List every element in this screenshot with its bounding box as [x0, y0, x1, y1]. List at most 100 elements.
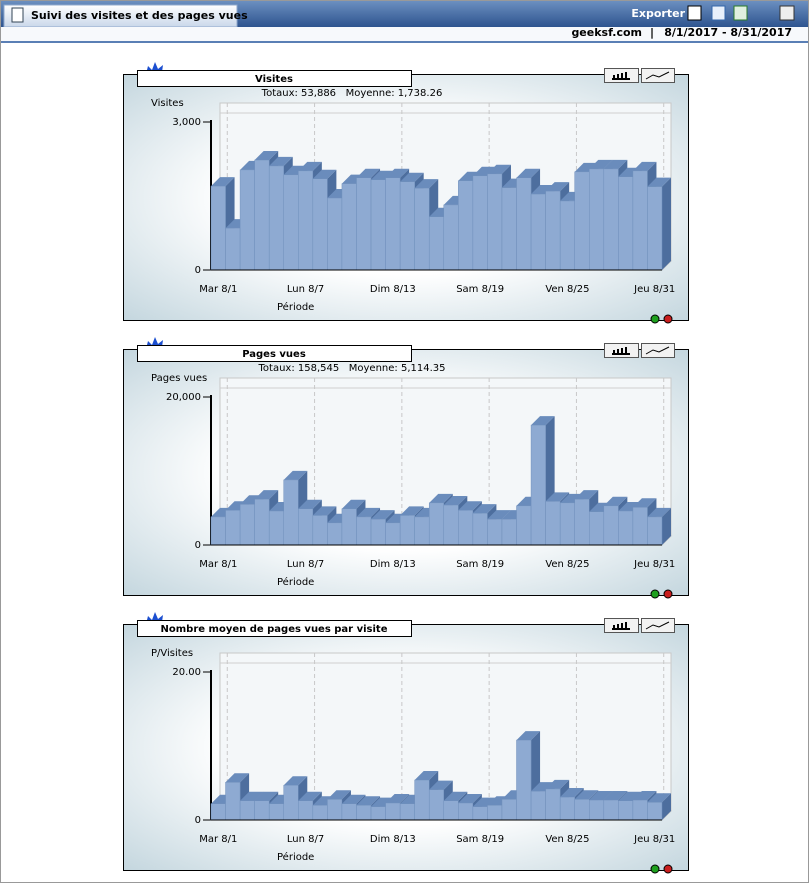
- bar-top: [240, 791, 264, 801]
- bar-front: [399, 181, 415, 271]
- bar-icon: [612, 72, 630, 80]
- x-tick-label: Dim 8/13: [370, 284, 416, 295]
- bar-front: [341, 508, 357, 546]
- bar-top: [312, 169, 337, 179]
- bar-top: [414, 179, 439, 189]
- line-view-button[interactable]: [641, 618, 675, 633]
- bar-top: [574, 790, 599, 800]
- bar-top: [356, 507, 381, 517]
- y-tick-label: 0: [195, 265, 201, 276]
- line-view-button[interactable]: [641, 343, 675, 358]
- bar-front: [545, 501, 561, 546]
- bar-front: [268, 165, 284, 271]
- bar-front: [472, 806, 488, 821]
- x-tick-label: Jeu 8/31: [633, 559, 675, 570]
- bar-front: [487, 173, 503, 271]
- line-view-button[interactable]: [641, 68, 675, 83]
- bar-front: [501, 518, 517, 546]
- bar-front: [472, 175, 488, 271]
- bar-front: [559, 200, 575, 271]
- title-box: [137, 345, 412, 362]
- bar-front: [298, 800, 314, 821]
- bar-top: [632, 791, 657, 801]
- bar-front: [559, 796, 575, 821]
- bar-top: [269, 156, 293, 166]
- print-icon[interactable]: [779, 5, 795, 21]
- bar-front: [458, 180, 474, 271]
- x-axis-label: Période: [277, 851, 314, 863]
- site-name: geeksf.com: [571, 26, 642, 39]
- x-tick-label: Sam 8/19: [456, 284, 504, 295]
- bar-front: [370, 518, 386, 546]
- bar-front: [327, 197, 343, 271]
- bar-top: [487, 510, 511, 520]
- chart-title: Nombre moyen de pages vues par visite: [161, 624, 388, 635]
- bar-top: [472, 166, 497, 176]
- bar-front: [632, 507, 648, 546]
- export-html-icon[interactable]: [711, 5, 726, 21]
- bar-front: [356, 804, 372, 821]
- bar-front: [225, 509, 241, 546]
- bar-front: [487, 804, 503, 821]
- bar-front: [225, 227, 241, 271]
- x-tick-label: Mar 8/1: [199, 284, 237, 295]
- bar-front: [487, 518, 503, 546]
- separator: |: [650, 26, 654, 39]
- bar-front: [458, 509, 474, 546]
- y-tick-label: 0: [195, 540, 201, 551]
- bar-front: [370, 806, 386, 821]
- export-excel-icon[interactable]: [733, 5, 748, 21]
- bar-top: [560, 788, 584, 798]
- bar-front: [283, 784, 299, 821]
- bar-front: [647, 186, 663, 271]
- bar-top: [356, 796, 381, 806]
- bar-front: [618, 800, 634, 821]
- bar-top: [283, 776, 308, 786]
- bar-front: [341, 803, 357, 821]
- x-tick-label: Lun 8/7: [287, 559, 324, 570]
- title-box: [137, 70, 412, 87]
- bar-front: [225, 782, 241, 821]
- bar-front: [545, 788, 561, 821]
- bar-front: [283, 479, 299, 546]
- bar-front: [356, 177, 372, 271]
- bar-front: [312, 515, 328, 546]
- bar-front: [399, 803, 415, 821]
- bar-front: [370, 179, 386, 271]
- export-label[interactable]: Exporter: [631, 7, 685, 20]
- line-icon: [645, 71, 670, 80]
- chart-title: Visites: [255, 74, 293, 85]
- bar-top: [487, 164, 511, 174]
- bar-front: [516, 739, 532, 821]
- bar-top: [385, 793, 410, 803]
- export-text-icon[interactable]: [687, 5, 702, 21]
- bar-front: [312, 178, 328, 271]
- bar-top: [516, 731, 541, 741]
- line-icon: [645, 621, 670, 630]
- bar-front: [239, 800, 255, 821]
- bar-top: [603, 496, 628, 506]
- bar-front: [603, 799, 619, 821]
- bar-front: [254, 159, 270, 271]
- bar-front: [618, 510, 634, 546]
- bar-top: [516, 168, 541, 178]
- bar-front: [268, 803, 284, 821]
- x-tick-label: Lun 8/7: [287, 834, 324, 845]
- bar-top: [647, 177, 671, 187]
- x-tick-label: Dim 8/13: [370, 559, 416, 570]
- bar-top: [632, 498, 657, 508]
- line-icon: [645, 346, 670, 355]
- bar-front: [647, 801, 663, 821]
- bar-top: [254, 791, 279, 801]
- bar-top: [647, 793, 671, 803]
- bar-top: [545, 492, 570, 502]
- status-dot-green: [650, 589, 660, 599]
- bar-front: [516, 177, 532, 271]
- bar-front: [385, 177, 401, 271]
- bar-top: [472, 504, 497, 514]
- bar-front: [443, 204, 459, 271]
- bar-front: [545, 190, 561, 271]
- bar-front: [414, 779, 430, 821]
- doc-icon: [11, 7, 24, 23]
- bar-front: [530, 193, 546, 271]
